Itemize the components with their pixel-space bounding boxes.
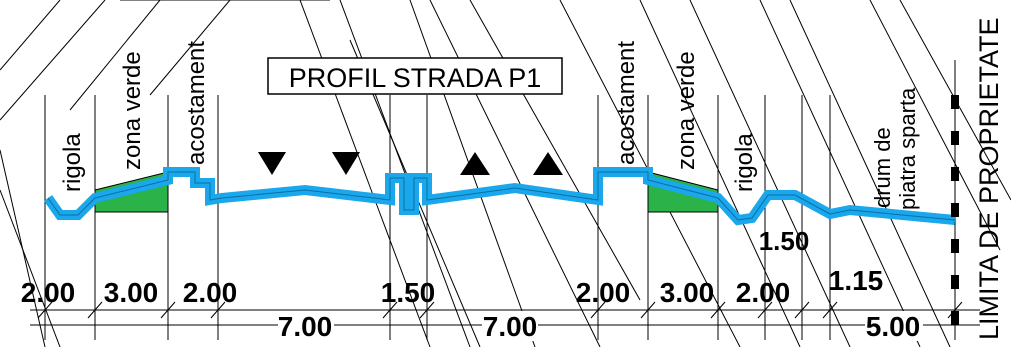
dimension-value: 2.00 — [21, 277, 76, 308]
dimension-value-side: 1.50 — [759, 226, 810, 256]
label-drum-line2: piatra sparta — [895, 87, 920, 210]
label-rigola-right: rigola — [731, 133, 758, 192]
label-drum-line1: drum de — [870, 127, 895, 208]
title-box — [267, 57, 563, 95]
up-triangle-icon — [533, 152, 563, 175]
vertical-section-lines — [44, 60, 956, 340]
dimension-value: 1.15 — [829, 265, 884, 296]
label-rigola-left: rigola — [59, 133, 86, 192]
dimension-value: 1.50 — [381, 277, 436, 308]
page-title: PROFIL STRADA P1 — [289, 63, 542, 93]
dimension-total: 7.00 — [483, 311, 538, 342]
label-zona-verde-left: zona verde — [119, 51, 146, 170]
road-surface-profile — [43, 167, 956, 226]
down-triangle-icon — [332, 152, 360, 175]
label-zona-verde-right: zona verde — [673, 51, 700, 170]
dimension-value: 2.00 — [736, 277, 791, 308]
dimension-total: 5.00 — [866, 311, 921, 342]
up-triangle-icon — [460, 152, 490, 175]
dimension-value: 3.00 — [660, 277, 715, 308]
label-acostament-left: acostament — [183, 41, 210, 165]
dimension-value: 2.00 — [576, 277, 631, 308]
dimension-total: 7.00 — [278, 311, 333, 342]
road-surface-outline — [47, 171, 956, 221]
label-limita-proprietate: LIMITA DE PROPRIETATE — [974, 17, 1004, 340]
dimension-value: 2.00 — [183, 277, 238, 308]
down-triangle-icon — [258, 152, 286, 175]
dimension-value: 3.00 — [104, 277, 159, 308]
label-acostament-right: acostament — [613, 41, 640, 165]
